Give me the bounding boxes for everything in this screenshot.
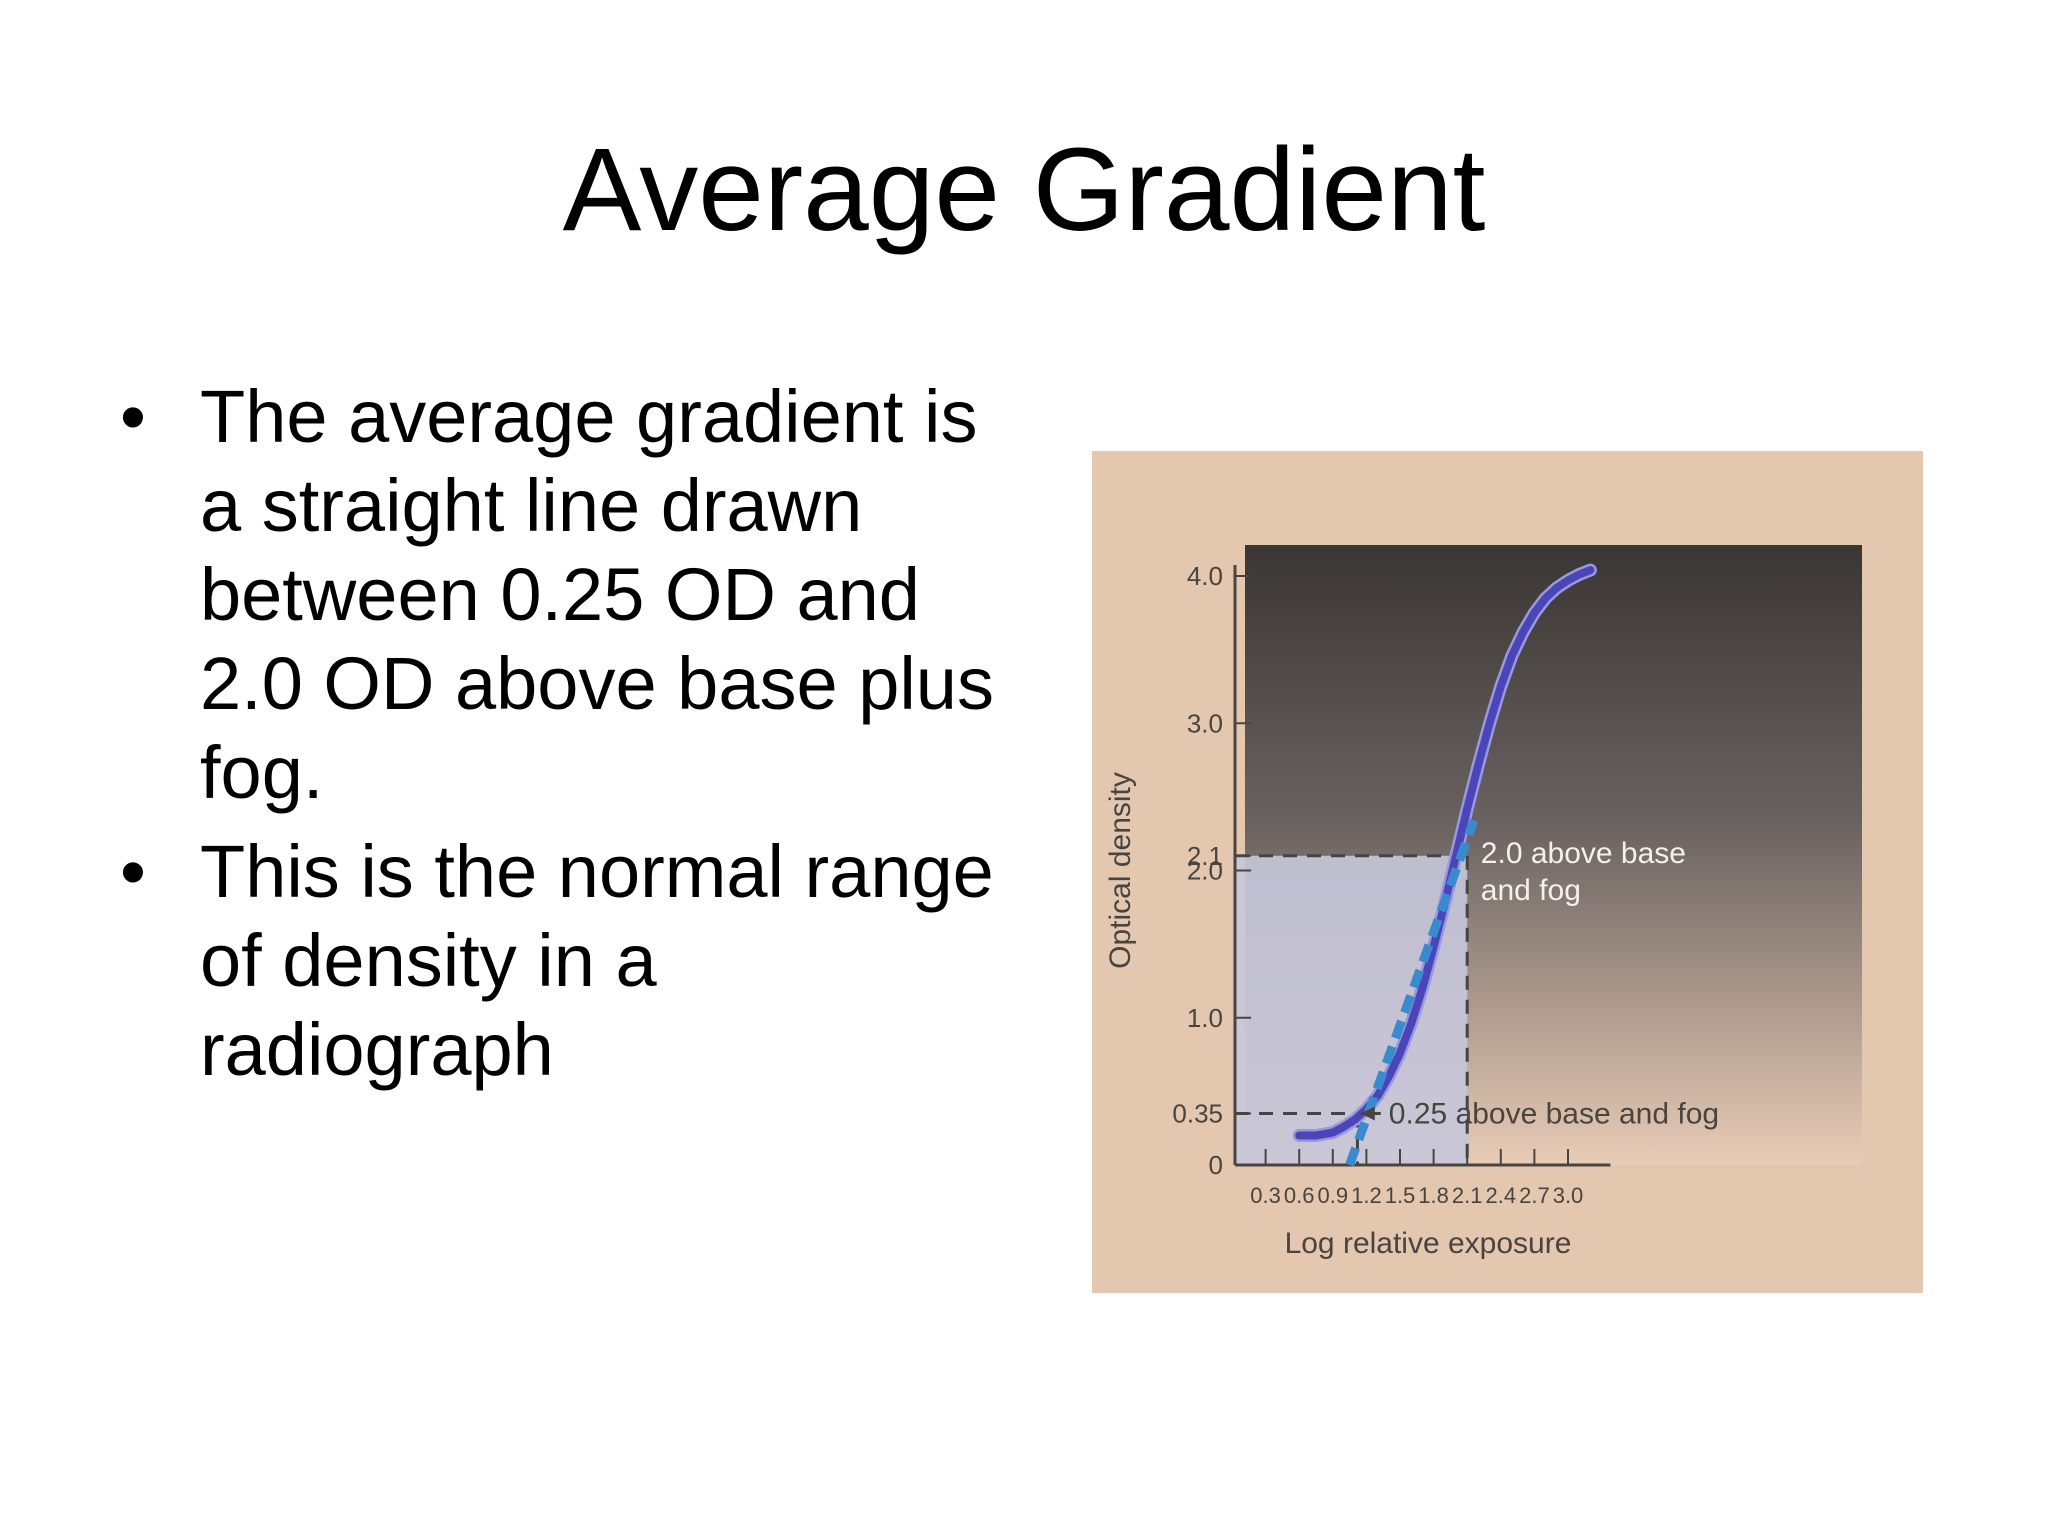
x-tick-label: 3.0 <box>1553 1183 1584 1208</box>
annotation-arrow-head <box>1360 1106 1375 1121</box>
x-tick-label: 1.8 <box>1418 1183 1449 1208</box>
bullet-glyph: • <box>120 375 146 458</box>
chart-svg: 0.3 0.6 0.9 1.2 1.5 1.8 2.1 2.4 2.7 3.000.351.02.… <box>1092 451 1923 1293</box>
y-tick-label: 2.1 <box>1187 841 1223 871</box>
bullet-item: • This is the normal range of density in… <box>120 827 1000 1094</box>
bullet-list: • The average gradient is a straight lin… <box>120 372 1000 1104</box>
x-tick-label: 1.5 <box>1385 1183 1416 1208</box>
slide-title: Average Gradient <box>562 124 1486 256</box>
annotation-text: 0.25 above base and fog <box>1389 1097 1719 1130</box>
y-tick-label: 1.0 <box>1187 1003 1223 1033</box>
y-axis-label: Optical density <box>1104 772 1137 969</box>
x-tick-label: 1.2 <box>1351 1183 1382 1208</box>
y-tick-label: 3.0 <box>1187 708 1223 738</box>
x-tick-label: 0.9 <box>1318 1183 1349 1208</box>
bullet-item: • The average gradient is a straight lin… <box>120 372 1000 817</box>
characteristic-curve-figure: 0.3 0.6 0.9 1.2 1.5 1.8 2.1 2.4 2.7 3.0 0 0.35 1.0 2.… <box>1092 451 1923 1293</box>
bullet-text: This is the normal range of density in a… <box>200 830 994 1091</box>
bullet-text: The average gradient is a straight line … <box>200 375 994 814</box>
shaded-density-region <box>1235 855 1468 1165</box>
average-gradient-line <box>1345 818 1479 1167</box>
y-tick-label: 2.0 <box>1187 856 1223 886</box>
annotation-text: and fog <box>1481 874 1581 907</box>
y-tick-label: 0.35 <box>1172 1098 1223 1128</box>
x-tick-label: 0.6 <box>1284 1183 1315 1208</box>
annotation-text: 2.0 above base <box>1481 837 1686 870</box>
x-tick-label: 0.3 <box>1250 1183 1281 1208</box>
x-tick-label: 2.7 <box>1519 1183 1550 1208</box>
x-tick-label: 2.1 <box>1452 1183 1483 1208</box>
x-axis-label: Log relative exposure <box>1285 1227 1572 1260</box>
y-tick-label: 4.0 <box>1187 561 1223 591</box>
x-tick-label: 2.4 <box>1486 1183 1517 1208</box>
bullet-glyph: • <box>120 830 146 913</box>
y-tick-label: 0 <box>1209 1150 1223 1180</box>
